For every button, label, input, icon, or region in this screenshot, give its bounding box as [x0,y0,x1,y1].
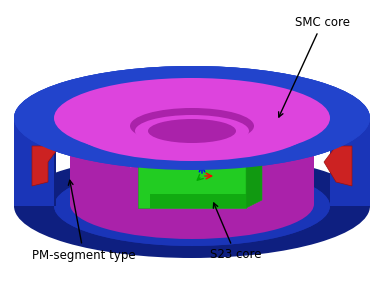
Polygon shape [14,118,54,206]
Polygon shape [138,132,262,140]
Ellipse shape [135,115,249,147]
Polygon shape [150,194,246,208]
Ellipse shape [148,119,236,143]
Ellipse shape [70,91,314,161]
Ellipse shape [70,91,314,161]
Polygon shape [254,126,314,204]
Ellipse shape [80,162,304,226]
Ellipse shape [135,115,249,147]
Polygon shape [130,126,254,204]
Ellipse shape [54,166,330,246]
Polygon shape [80,194,304,204]
Polygon shape [246,132,262,208]
Ellipse shape [14,154,370,258]
Polygon shape [70,126,314,204]
Text: PM-segment type: PM-segment type [32,180,136,262]
Polygon shape [54,118,56,206]
Text: SMC core: SMC core [279,16,350,117]
Polygon shape [32,146,60,186]
Polygon shape [330,118,370,206]
Ellipse shape [14,66,370,170]
Ellipse shape [130,108,254,144]
Polygon shape [330,118,370,206]
Ellipse shape [70,169,314,239]
Polygon shape [324,146,352,186]
Ellipse shape [54,78,330,158]
Ellipse shape [148,119,236,143]
Text: S23 core: S23 core [210,203,262,262]
Ellipse shape [130,186,254,222]
Ellipse shape [130,108,254,144]
Ellipse shape [148,119,236,143]
Ellipse shape [14,66,370,170]
Polygon shape [70,126,130,204]
Ellipse shape [70,91,314,161]
Polygon shape [138,140,246,208]
Ellipse shape [54,78,330,158]
Ellipse shape [14,66,370,170]
Ellipse shape [54,78,330,158]
Ellipse shape [130,108,254,144]
Ellipse shape [135,115,249,147]
Polygon shape [14,118,54,206]
Ellipse shape [54,166,330,246]
